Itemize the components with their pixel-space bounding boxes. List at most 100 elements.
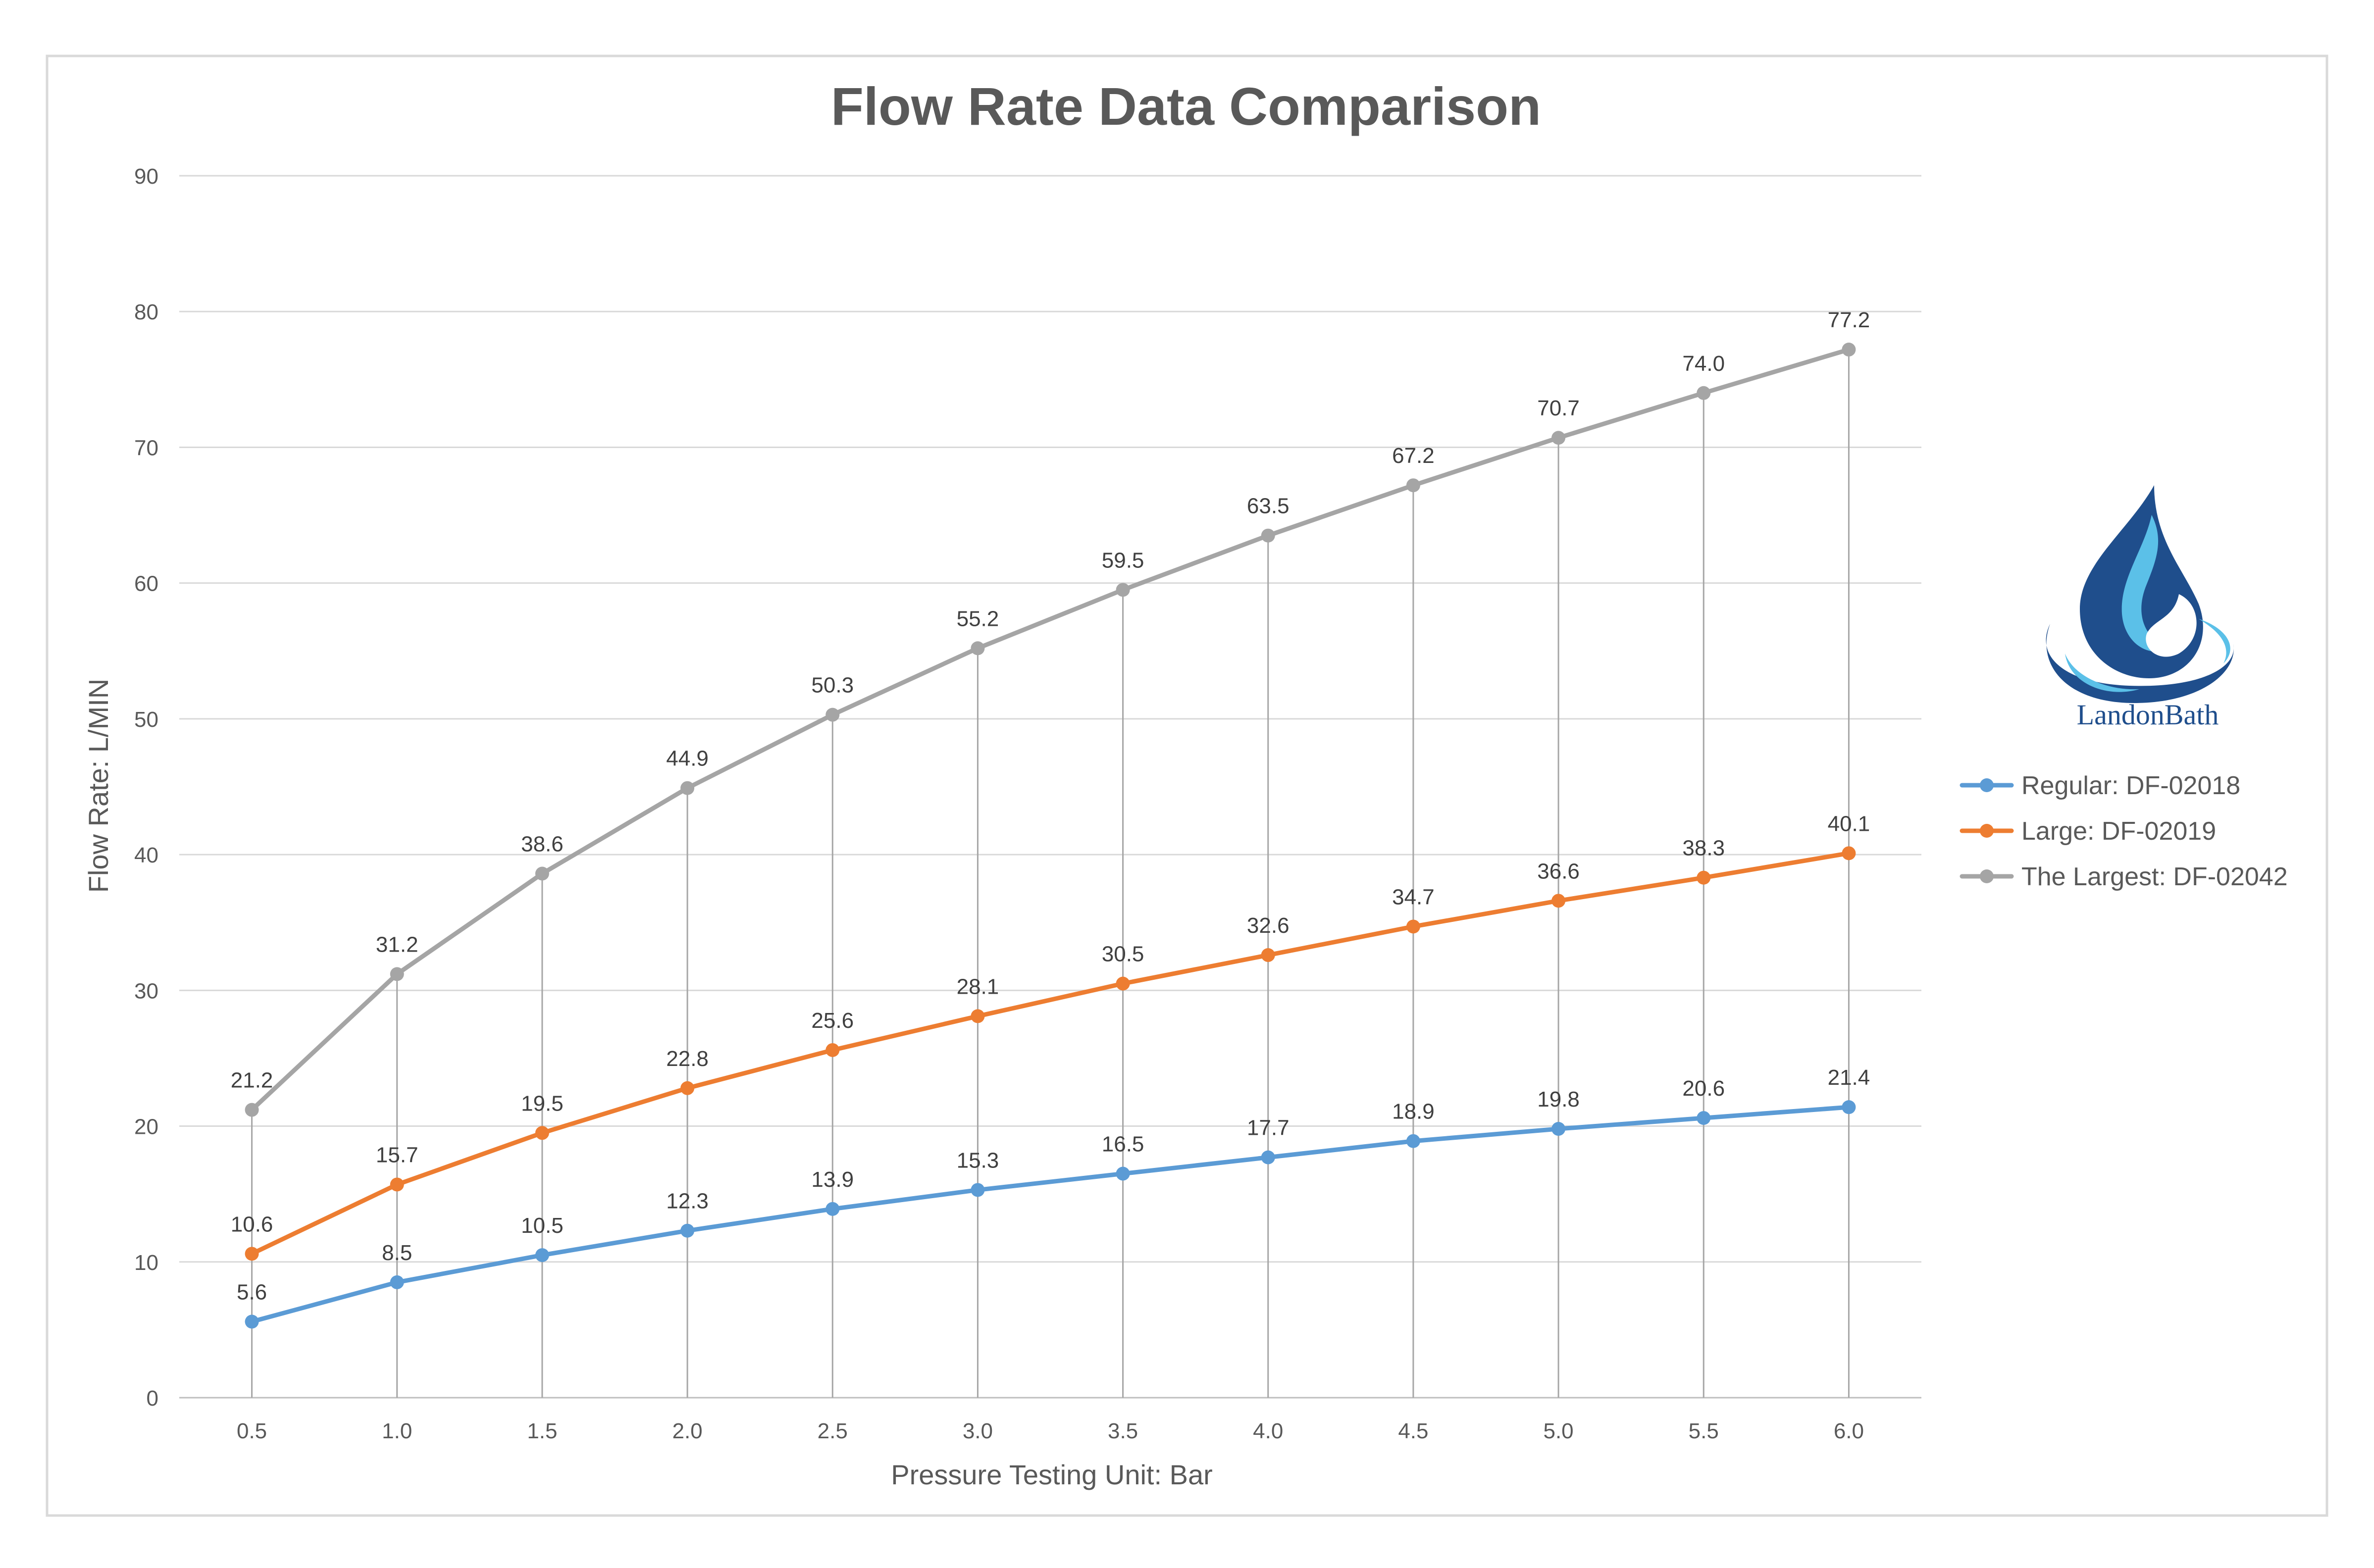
- data-point-large: [1261, 948, 1275, 962]
- data-point-large: [535, 1126, 549, 1140]
- x-tick-label: 2.0: [672, 1419, 702, 1443]
- x-axis-title: Pressure Testing Unit: Bar: [891, 1459, 1212, 1490]
- x-tick-label: 6.0: [1834, 1419, 1864, 1443]
- data-label-regular: 15.3: [957, 1148, 999, 1172]
- x-axis-ticks: 0.5 1.0 1.5 2.0 2.5 3.0 3.5 4.0 4.5 5.0 5.5 6.0: [237, 1419, 1864, 1443]
- data-point-large: [1116, 976, 1130, 991]
- data-point-regular: [535, 1248, 549, 1263]
- chart-frame: [46, 54, 2328, 1517]
- data-label-regular: 18.9: [1392, 1100, 1435, 1124]
- data-point-regular: [680, 1223, 695, 1238]
- data-label-regular: 17.7: [1247, 1116, 1290, 1140]
- y-tick-label: 30: [134, 979, 158, 1003]
- data-label-large: 30.5: [1102, 942, 1144, 966]
- y-tick-label: 20: [134, 1115, 158, 1139]
- data-point-large: [390, 1177, 404, 1192]
- legend-label-large: Large: DF-02019: [2021, 817, 2216, 846]
- data-label-large: 22.8: [666, 1047, 709, 1071]
- data-point-largest: [826, 708, 840, 722]
- data-label-largest: 50.3: [811, 673, 854, 698]
- y-tick-label: 90: [134, 164, 158, 189]
- data-label-large: 19.5: [521, 1091, 564, 1115]
- data-point-large: [1406, 919, 1420, 934]
- data-labels: 5.6 8.5 10.5 12.3 13.9 15.3 16.5 17.7 18.9 19.8 20…: [231, 308, 1870, 1304]
- data-label-largest: 59.5: [1102, 548, 1144, 572]
- y-axis-title: Flow Rate: L/MIN: [83, 679, 114, 893]
- data-label-large: 25.6: [811, 1009, 854, 1033]
- x-tick-label: 1.5: [527, 1419, 557, 1443]
- series-line-regular: [250, 1105, 1851, 1324]
- data-point-regular: [1551, 1122, 1566, 1136]
- x-tick-label: 5.5: [1689, 1419, 1719, 1443]
- data-point-regular: [826, 1202, 840, 1216]
- data-point-largest: [1261, 528, 1275, 543]
- data-point-large: [1551, 894, 1566, 908]
- data-label-largest: 63.5: [1247, 494, 1290, 518]
- data-point-largest: [1697, 386, 1711, 400]
- data-label-large: 15.7: [376, 1143, 418, 1167]
- data-label-large: 32.6: [1247, 913, 1290, 938]
- x-tick-label: 1.0: [382, 1419, 412, 1443]
- legend-marker-regular: [1980, 778, 1994, 792]
- data-point-largest: [971, 641, 985, 656]
- data-point-regular: [1697, 1111, 1711, 1125]
- legend: Regular: DF-02018 Large: DF-02019 The Larg…: [1960, 771, 2288, 891]
- data-label-regular: 16.5: [1102, 1132, 1144, 1157]
- y-tick-label: 0: [147, 1386, 158, 1411]
- legend-label-largest: The Largest: DF-02042: [2021, 862, 2288, 891]
- series-lines: [250, 347, 1851, 1324]
- data-label-regular: 10.5: [521, 1214, 564, 1238]
- data-label-largest: 77.2: [1828, 308, 1870, 332]
- data-label-largest: 70.7: [1537, 396, 1580, 420]
- data-label-largest: 74.0: [1682, 352, 1725, 376]
- data-label-largest: 44.9: [666, 747, 709, 771]
- legend-label-regular: Regular: DF-02018: [2021, 771, 2240, 800]
- data-point-regular: [1116, 1166, 1130, 1181]
- data-label-large: 40.1: [1828, 811, 1870, 836]
- x-tick-label: 4.5: [1398, 1419, 1428, 1443]
- landonbath-logo: LandonBath: [2046, 485, 2234, 731]
- data-label-regular: 12.3: [666, 1189, 709, 1214]
- legend-marker-largest: [1980, 869, 1994, 883]
- water-drop-icon: [2046, 485, 2234, 703]
- gridlines: [179, 175, 1921, 1399]
- data-point-regular: [390, 1275, 404, 1289]
- drop-lines: [251, 350, 1850, 1398]
- series-line-large: [250, 851, 1851, 1256]
- data-label-regular: 13.9: [811, 1167, 854, 1192]
- data-label-regular: 19.8: [1537, 1087, 1580, 1112]
- y-tick-label: 80: [134, 300, 158, 324]
- x-tick-label: 4.0: [1253, 1419, 1283, 1443]
- x-tick-label: 3.0: [963, 1419, 993, 1443]
- data-point-regular: [1406, 1134, 1420, 1148]
- data-label-largest: 67.2: [1392, 444, 1435, 468]
- data-point-regular: [971, 1183, 985, 1197]
- data-label-large: 36.6: [1537, 859, 1580, 883]
- legend-marker-large: [1980, 824, 1994, 838]
- data-point-large: [245, 1247, 259, 1261]
- data-point-largest: [245, 1103, 259, 1117]
- y-axis-ticks: 0 10 20 30 40 50 60 70 80 90: [134, 164, 158, 1411]
- data-label-regular: 20.6: [1682, 1076, 1725, 1101]
- data-point-large: [1697, 870, 1711, 885]
- brand-name: LandonBath: [2077, 699, 2219, 731]
- data-label-regular: 8.5: [382, 1241, 412, 1265]
- data-point-large: [826, 1043, 840, 1057]
- data-label-largest: 55.2: [957, 607, 999, 631]
- x-tick-label: 5.0: [1543, 1419, 1573, 1443]
- y-tick-label: 10: [134, 1251, 158, 1275]
- data-point-large: [680, 1081, 695, 1095]
- data-label-largest: 21.2: [231, 1068, 273, 1093]
- data-label-large: 10.6: [231, 1212, 273, 1236]
- data-label-regular: 5.6: [237, 1280, 267, 1304]
- y-tick-label: 50: [134, 708, 158, 732]
- data-point-largest: [390, 967, 404, 981]
- data-point-largest: [1406, 478, 1420, 493]
- data-point-largest: [1551, 431, 1566, 445]
- y-tick-label: 60: [134, 572, 158, 596]
- data-point-largest: [680, 781, 695, 795]
- data-point-regular: [1261, 1150, 1275, 1164]
- series-line-largest: [250, 347, 1851, 1113]
- data-point-largest: [1116, 583, 1130, 597]
